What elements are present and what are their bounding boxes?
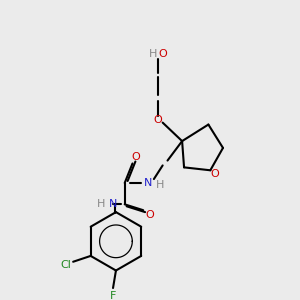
Text: O: O — [131, 152, 140, 162]
Text: H: H — [97, 199, 106, 209]
Text: N: N — [109, 199, 117, 209]
Text: F: F — [110, 291, 116, 300]
Text: N: N — [144, 178, 152, 188]
Text: O: O — [158, 49, 167, 58]
Text: H: H — [149, 49, 157, 58]
Text: O: O — [146, 210, 154, 220]
Text: H: H — [155, 180, 164, 190]
Text: O: O — [153, 115, 162, 125]
Text: Cl: Cl — [60, 260, 71, 270]
Text: O: O — [211, 169, 220, 179]
